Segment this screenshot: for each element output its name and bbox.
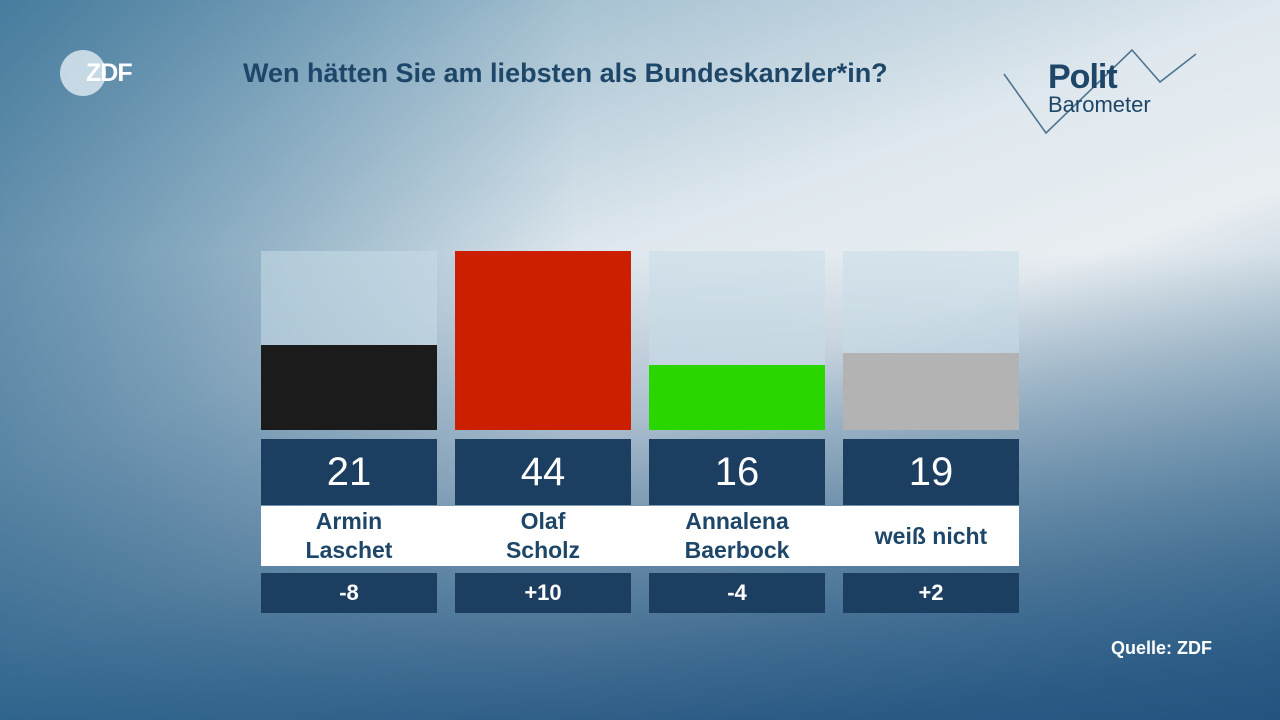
bar [843, 352, 1019, 430]
bar-track [843, 251, 1019, 430]
value-label: 21 [261, 439, 437, 505]
category-label: Annalena Baerbock [649, 506, 825, 566]
zdf-logo-circle [60, 50, 106, 96]
change-label: -4 [649, 573, 825, 613]
value-label: 16 [649, 439, 825, 505]
source-note: Quelle: ZDF [1111, 638, 1213, 658]
category-label-line: Olaf [520, 508, 566, 534]
politbarometer-logo: Polit Barometer [1000, 48, 1200, 138]
category-label-line: Annalena [685, 508, 789, 534]
bar-track [649, 251, 825, 430]
logo-polit: Polit [1048, 58, 1118, 96]
bar-track [261, 251, 437, 430]
change-label: -8 [261, 573, 437, 613]
category-label: Armin Laschet [261, 506, 437, 566]
bar [649, 364, 825, 430]
category-label-line: weiß nicht [874, 522, 988, 549]
logo-barometer: Barometer [1048, 92, 1151, 117]
category-label-line: Scholz [505, 537, 581, 563]
chart-title: Wen hätten Sie am liebsten als Bundeskan… [243, 58, 888, 88]
category-label: Olaf Scholz [455, 506, 631, 566]
change-label: +2 [843, 573, 1019, 613]
zdf-logo-text: ZDF [86, 59, 133, 87]
change-label: +10 [455, 573, 631, 613]
category-label-line: Laschet [305, 537, 393, 563]
bar [455, 251, 631, 430]
bar-track [455, 251, 631, 430]
category-label-line: Baerbock [684, 537, 790, 563]
zdf-logo: ZDF [60, 50, 150, 96]
category-label-line: Armin [315, 508, 383, 534]
label-band [261, 506, 1019, 566]
value-label: 44 [455, 439, 631, 505]
zigzag-line-icon [1003, 48, 1197, 135]
bar [261, 344, 437, 430]
value-label: 19 [843, 439, 1019, 505]
category-label: weiß nicht [843, 506, 1019, 566]
